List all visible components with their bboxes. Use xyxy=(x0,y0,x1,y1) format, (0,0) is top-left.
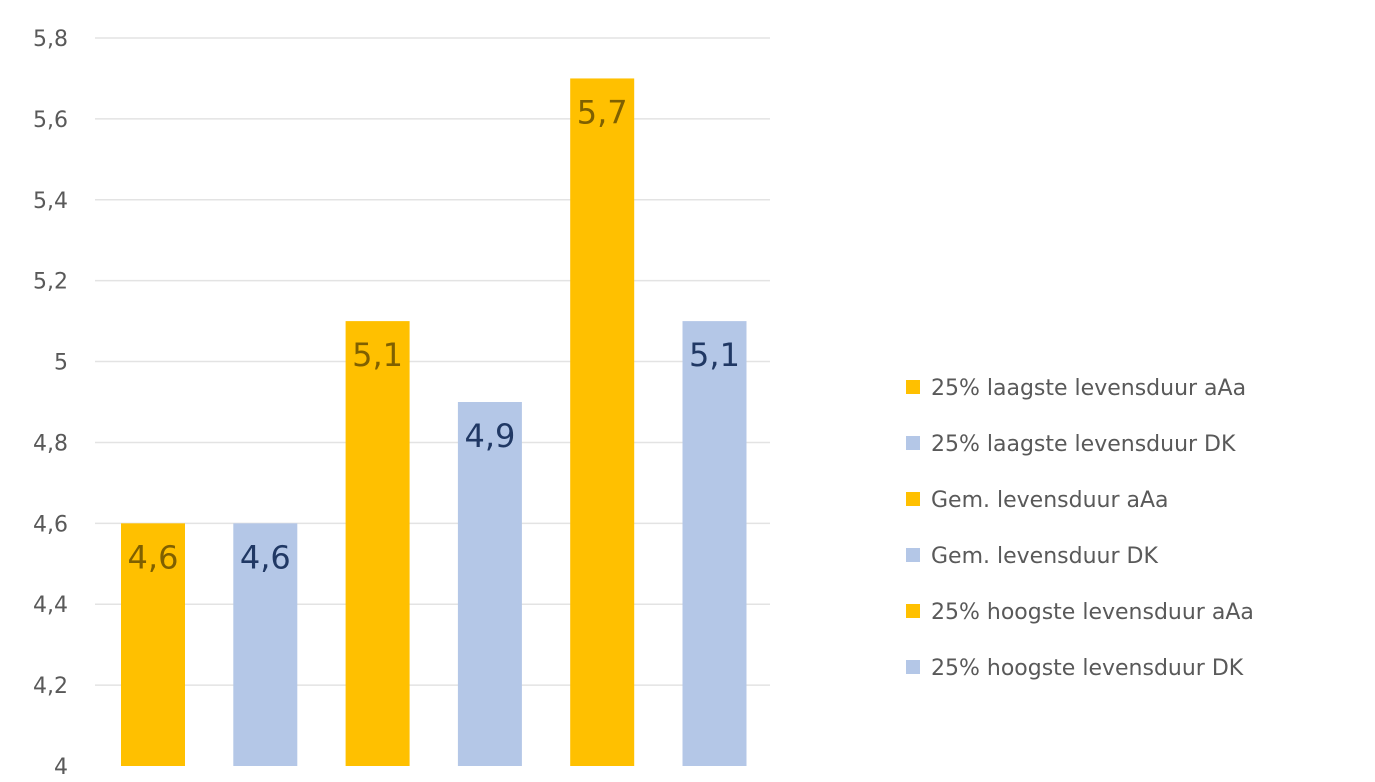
legend-swatch xyxy=(906,492,920,506)
legend-label: 25% hoogste levensduur aAa xyxy=(931,600,1254,625)
legend-swatch xyxy=(906,660,920,674)
legend-label: Gem. levensduur aAa xyxy=(931,488,1169,513)
legend-swatch xyxy=(906,604,920,618)
y-tick-label: 5,2 xyxy=(33,270,68,295)
legend-swatch xyxy=(906,548,920,562)
bar xyxy=(682,321,747,766)
bars xyxy=(121,78,747,766)
data-label: 5,7 xyxy=(577,93,628,131)
legend-label: Gem. levensduur DK xyxy=(931,544,1158,569)
y-tick-label: 4,6 xyxy=(33,512,68,537)
data-label: 5,1 xyxy=(352,336,403,374)
data-label: 4,6 xyxy=(128,538,179,576)
y-tick-label: 5,6 xyxy=(33,108,68,133)
bar xyxy=(121,523,185,766)
y-tick-label: 4,8 xyxy=(33,431,68,456)
data-labels: 4,6 4,6 5,1 4,9 5,7 5,1 xyxy=(128,93,740,576)
y-tick-label: 4,4 xyxy=(33,593,68,618)
gridlines xyxy=(95,37,770,686)
legend: 25% laagste levensduur aAa 25% laagste le… xyxy=(906,376,1254,681)
legend-swatch xyxy=(906,380,920,394)
bar xyxy=(345,321,410,766)
y-axis-tick-labels: 4 4,2 4,4 4,6 4,8 5 5,2 5,4 5,6 5,8 xyxy=(33,27,68,780)
y-tick-label: 5 xyxy=(54,351,68,376)
y-tick-label: 5,4 xyxy=(33,189,68,214)
legend-label: 25% laagste levensduur aAa xyxy=(931,376,1246,401)
data-label: 4,6 xyxy=(240,538,291,576)
legend-label: 25% hoogste levensduur DK xyxy=(931,656,1244,681)
data-label: 5,1 xyxy=(689,336,740,374)
bar xyxy=(570,78,635,766)
bar xyxy=(233,523,298,766)
legend-label: 25% laagste levensduur DK xyxy=(931,432,1236,457)
data-label: 4,9 xyxy=(464,417,515,455)
y-tick-label: 4 xyxy=(54,755,68,780)
y-tick-label: 5,8 xyxy=(33,27,68,52)
bar xyxy=(457,402,522,766)
legend-swatch xyxy=(906,436,920,450)
y-tick-label: 4,2 xyxy=(33,674,68,699)
